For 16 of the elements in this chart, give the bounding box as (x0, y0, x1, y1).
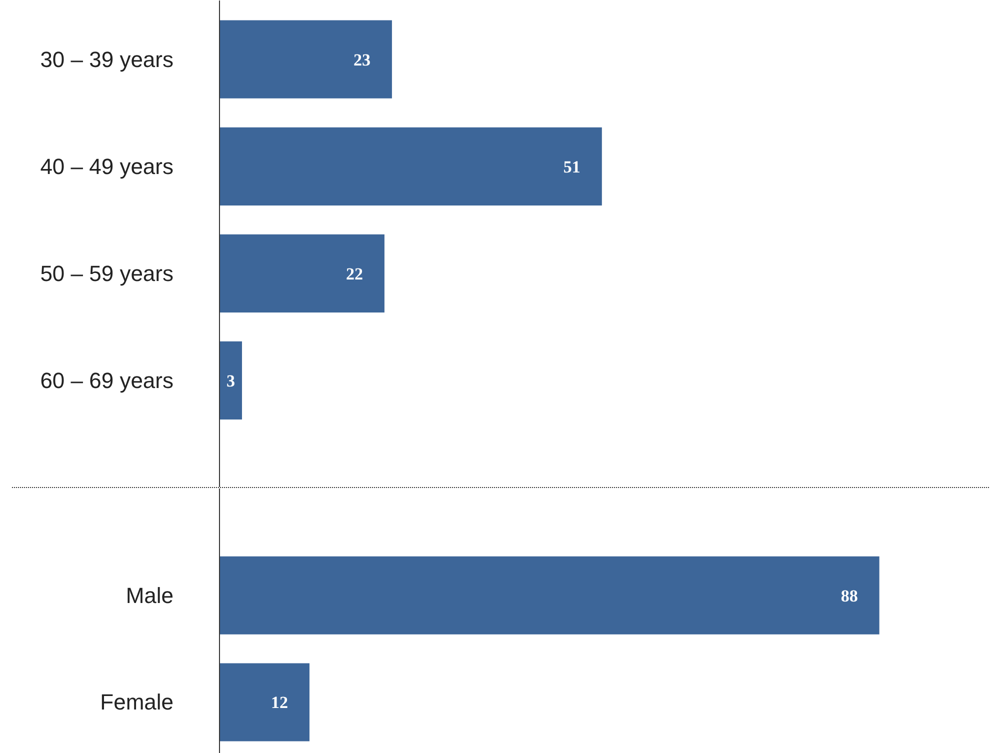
y-tick-label: Female (100, 690, 174, 715)
bar (220, 20, 392, 98)
y-tick-label: 30 – 39 years (40, 46, 174, 72)
data-label: 12 (270, 693, 288, 712)
bar (220, 234, 384, 312)
bar (220, 127, 602, 206)
y-tick-label: 40 – 49 years (40, 154, 174, 179)
y-tick-label: 60 – 69 years (40, 368, 174, 393)
data-label: 88 (840, 586, 858, 606)
bar (220, 341, 242, 420)
data-label: 3 (226, 371, 235, 390)
data-label: 51 (563, 157, 580, 176)
y-tick-label: Male (126, 582, 174, 608)
data-label: 23 (353, 50, 370, 70)
data-label: 22 (346, 264, 363, 284)
y-tick-label: 50 – 59 years (40, 260, 174, 286)
